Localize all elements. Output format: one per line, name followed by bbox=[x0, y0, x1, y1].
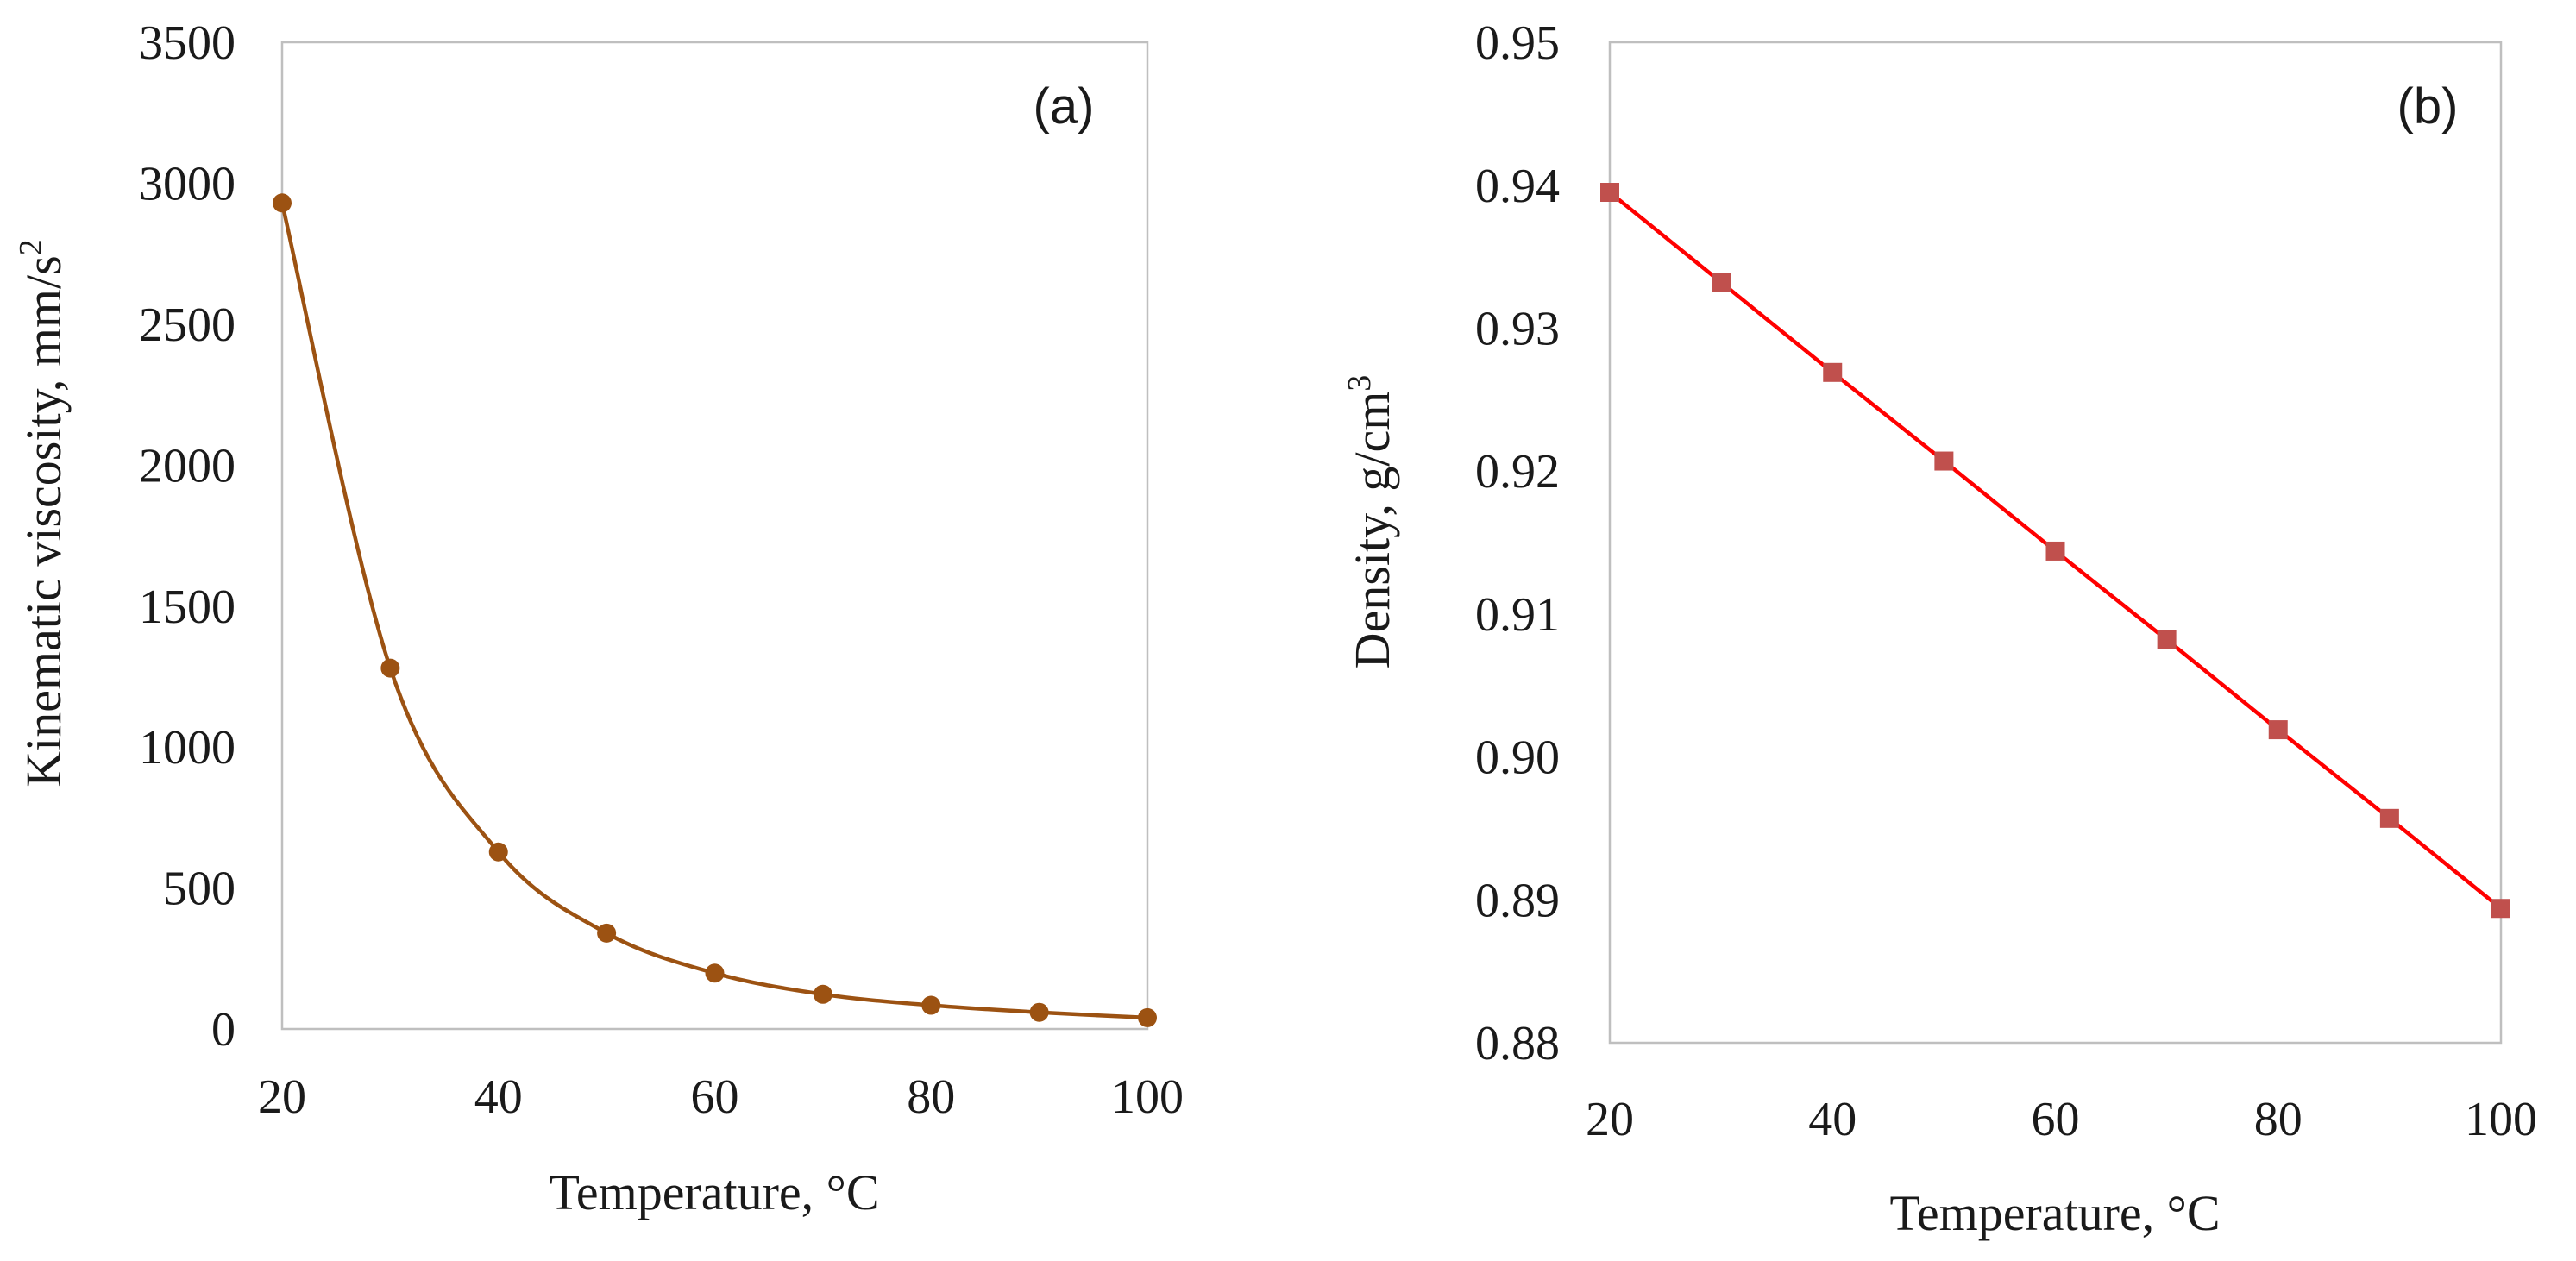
chart-a-plot-area bbox=[280, 41, 1149, 1031]
chart-b-y-axis-title-main: Density, g/cm bbox=[1344, 392, 1400, 669]
chart-a-data-point bbox=[273, 193, 292, 213]
chart-b-y-tick-label: 0.95 bbox=[1475, 16, 1560, 70]
chart-b-plot-area bbox=[1608, 41, 2503, 1045]
chart-b-data-point bbox=[2268, 720, 2288, 740]
chart-b-y-ticks: 0.88 0.89 0.90 0.91 0.92 0.93 0.94 0.95 bbox=[1475, 16, 1560, 1070]
chart-b-y-tick-label: 0.89 bbox=[1475, 874, 1560, 927]
chart-a-y-axis-title-sup: 2 bbox=[13, 239, 49, 255]
chart-a-x-tick-label: 40 bbox=[474, 1070, 523, 1124]
chart-a-data-point bbox=[1029, 1002, 1049, 1022]
chart-a-data-point bbox=[921, 995, 941, 1015]
chart-a-data-point bbox=[1138, 1007, 1157, 1027]
chart-b-x-tick-label: 20 bbox=[1586, 1093, 1634, 1146]
chart-b-y-axis-title-sup: 3 bbox=[1341, 375, 1378, 392]
chart-a-x-tick-label: 20 bbox=[258, 1070, 306, 1124]
chart-a-x-tick-label: 100 bbox=[1111, 1070, 1184, 1124]
chart-b-y-tick-label: 0.91 bbox=[1475, 588, 1560, 642]
chart-a-data-point bbox=[597, 923, 617, 943]
chart-a-panel-label: (a) bbox=[1034, 78, 1095, 135]
chart-b-y-axis-title: Density, g/cm3 bbox=[1341, 375, 1400, 669]
chart-a-y-ticks: 0 500 1000 1500 2000 2500 3000 3500 bbox=[139, 16, 236, 1057]
chart-b-data-point bbox=[2379, 808, 2399, 828]
chart-a-y-tick-label: 2000 bbox=[139, 439, 236, 492]
chart-a-y-axis-title-main: Kinematic viscosity, mm/s bbox=[16, 255, 72, 787]
chart-a-y-tick-label: 1500 bbox=[139, 580, 236, 634]
chart-b: 0.88 0.89 0.90 0.91 0.92 0.93 0.94 0.95 20 40 60 8… bbox=[1341, 16, 2537, 1241]
chart-b-data-point bbox=[1712, 273, 1731, 292]
chart-a-x-axis-title: Temperature, °C bbox=[549, 1164, 879, 1220]
chart-a-x-tick-label: 80 bbox=[907, 1070, 955, 1124]
chart-a-data-point bbox=[705, 963, 725, 983]
chart-b-data-point bbox=[2491, 899, 2510, 919]
chart-a: 0 500 1000 1500 2000 2500 3000 3500 20 40 60 80 100… bbox=[13, 16, 1184, 1220]
chart-a-x-tick-label: 60 bbox=[691, 1070, 739, 1124]
chart-a-y-tick-label: 500 bbox=[163, 863, 236, 916]
chart-a-y-tick-label: 1000 bbox=[139, 721, 236, 775]
chart-b-y-tick-label: 0.93 bbox=[1475, 302, 1560, 355]
chart-a-data-point bbox=[380, 658, 400, 678]
chart-a-y-tick-label: 2500 bbox=[139, 298, 236, 352]
chart-a-markers bbox=[273, 193, 1157, 1027]
chart-a-y-axis-title: Kinematic viscosity, mm/s2 bbox=[13, 239, 72, 787]
chart-a-y-tick-label: 3000 bbox=[139, 157, 236, 210]
chart-a-y-tick-label: 3500 bbox=[139, 16, 236, 70]
chart-a-x-ticks: 20 40 60 80 100 bbox=[258, 1070, 1184, 1124]
chart-a-data-point bbox=[813, 984, 832, 1004]
chart-b-x-tick-label: 80 bbox=[2254, 1093, 2303, 1146]
chart-a-data-point bbox=[488, 842, 508, 862]
chart-b-data-point bbox=[2157, 630, 2177, 649]
chart-b-panel-label: (b) bbox=[2397, 78, 2459, 135]
chart-b-y-tick-label: 0.90 bbox=[1475, 731, 1560, 785]
chart-b-data-point bbox=[1600, 183, 1619, 202]
chart-b-x-ticks: 20 40 60 80 100 bbox=[1586, 1093, 2537, 1146]
chart-b-y-tick-label: 0.92 bbox=[1475, 445, 1560, 499]
chart-a-y-tick-label: 0 bbox=[211, 1003, 236, 1057]
chart-b-y-tick-label: 0.94 bbox=[1475, 160, 1560, 213]
chart-b-x-tick-label: 100 bbox=[2465, 1093, 2537, 1146]
chart-b-x-axis-title: Temperature, °C bbox=[1889, 1185, 2220, 1241]
chart-b-x-tick-label: 60 bbox=[2032, 1093, 2080, 1146]
chart-b-data-point bbox=[1823, 362, 1843, 382]
chart-b-y-tick-label: 0.88 bbox=[1475, 1017, 1560, 1070]
chart-b-markers bbox=[1600, 183, 2510, 919]
chart-a-series-line bbox=[280, 202, 1148, 1020]
chart-b-data-point bbox=[2045, 541, 2065, 561]
chart-b-x-tick-label: 40 bbox=[1808, 1093, 1857, 1146]
chart-b-data-point bbox=[1934, 451, 1954, 471]
